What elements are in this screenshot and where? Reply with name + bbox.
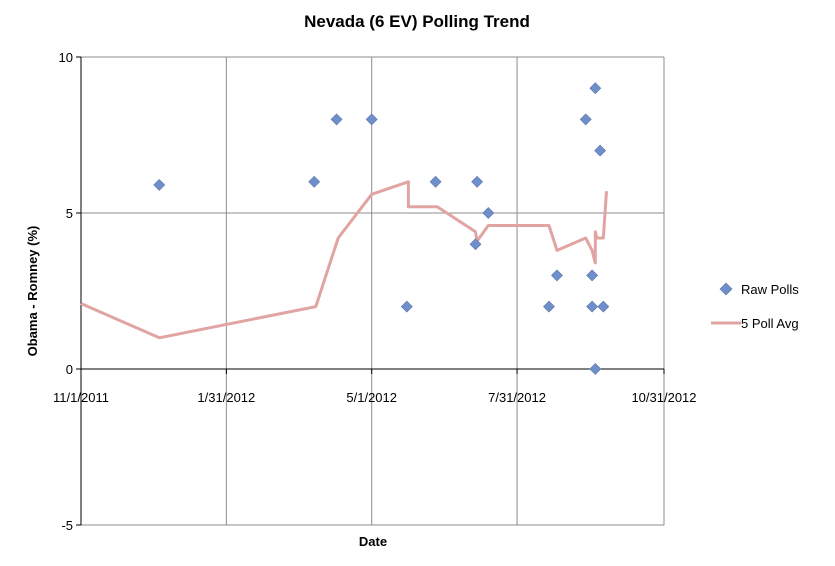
y-tick-label: 10: [59, 50, 73, 65]
legend: Raw Polls 5 Poll Avg: [711, 282, 799, 331]
chart-title: Nevada (6 EV) Polling Trend: [304, 12, 530, 31]
legend-label-5-poll-avg: 5 Poll Avg: [741, 316, 799, 331]
raw-poll-point: [471, 175, 484, 188]
raw-poll-point: [594, 144, 607, 157]
raw-poll-point: [551, 269, 563, 282]
raw-poll-point: [429, 175, 442, 188]
plot-area: [81, 57, 664, 525]
avg-line-5-poll-avg: [80, 180, 608, 340]
raw-poll-point: [482, 207, 495, 219]
raw-poll-point: [597, 300, 610, 313]
y-axis-label: Obama - Romney (%): [25, 226, 40, 357]
raw-poll-point: [586, 300, 599, 313]
raw-poll-point: [308, 175, 321, 188]
raw-poll-point: [586, 269, 599, 282]
y-tick-label: 0: [66, 362, 73, 377]
y-tick-label: 5: [66, 206, 73, 221]
raw-poll-point: [153, 178, 166, 191]
raw-poll-point: [589, 82, 602, 95]
raw-poll-point: [400, 300, 413, 313]
raw-poll-point: [330, 113, 343, 126]
legend-marker-raw-polls: [719, 282, 733, 296]
raw-poll-point: [579, 113, 592, 126]
avg-line-layer: [80, 180, 608, 340]
raw-poll-point: [589, 363, 602, 375]
x-tick-label: 10/31/2012: [631, 390, 696, 405]
legend-label-raw-polls: Raw Polls: [741, 282, 799, 297]
raw-poll-point: [365, 113, 378, 126]
x-tick-label: 7/31/2012: [488, 390, 546, 405]
raw-poll-point: [469, 238, 482, 251]
x-tick-label: 1/31/2012: [197, 390, 255, 405]
x-axis-label: Date: [359, 534, 387, 549]
raw-poll-point: [543, 300, 555, 313]
raw-poll-points: [153, 82, 610, 375]
x-tick-label: 5/1/2012: [346, 390, 397, 405]
y-tick-label: -5: [61, 518, 73, 533]
